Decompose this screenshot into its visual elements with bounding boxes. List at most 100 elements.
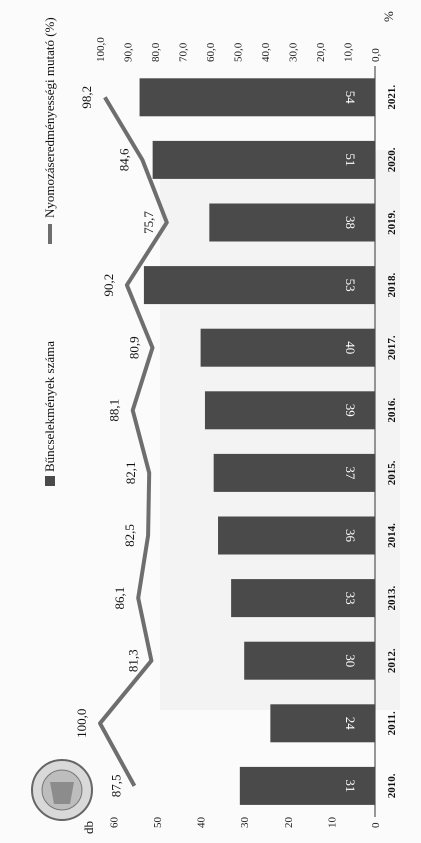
category-label: 2014. <box>386 523 398 548</box>
line-point-label: 87,5 <box>108 775 123 798</box>
category-label: 2015. <box>386 460 398 485</box>
police-emblem-logo <box>31 759 93 821</box>
category-label: 2020. <box>386 147 398 172</box>
category-label-group: 2020. <box>386 147 398 172</box>
bar-value-label: 30 <box>343 654 358 667</box>
line-label-group: 81,3 <box>125 649 140 672</box>
line-label-group: 86,1 <box>112 587 127 610</box>
category-label-group: 2015. <box>386 460 398 485</box>
line-point-label: 80,9 <box>127 336 142 359</box>
line-label-group: 82,5 <box>122 524 137 547</box>
bar-2016 <box>204 391 375 430</box>
category-label-group: 2018. <box>386 272 398 297</box>
category-label: 2013. <box>386 585 398 610</box>
right-axis-tick-label: 50,0 <box>233 42 245 62</box>
left-axis-tick: 50 <box>152 817 164 829</box>
bar-label-group: 39 <box>343 404 358 417</box>
line-point-label: 100,0 <box>74 709 89 738</box>
right-axis-tick: 90,0 <box>123 42 135 62</box>
category-label-group: 2019. <box>386 210 398 235</box>
bar-label-group: 40 <box>343 341 358 354</box>
left-axis-tick-label: 10 <box>326 817 338 829</box>
right-axis-tick-label: 30,0 <box>288 42 300 62</box>
bar-label-group: 51 <box>343 153 358 166</box>
bar-2013 <box>231 579 375 618</box>
line-point-label: 98,2 <box>79 86 94 109</box>
right-axis-tick-label: 70,0 <box>178 42 190 62</box>
bar-value-label: 54 <box>343 91 358 105</box>
line-label-group: 100,0 <box>74 709 89 738</box>
right-axis-tick: 10,0 <box>343 42 355 62</box>
line-label-group: 87,5 <box>108 775 123 798</box>
left-axis-tick-label: 0 <box>370 822 382 828</box>
bar-2011 <box>270 704 375 743</box>
line-label-group: 82,1 <box>123 462 138 485</box>
right-axis-tick-label: 60,0 <box>205 42 217 62</box>
line-point-label: 90,2 <box>101 274 116 297</box>
left-axis-tick-label: 50 <box>152 817 164 829</box>
left-axis-tick: 10 <box>326 817 338 829</box>
left-axis-tick: 0 <box>370 822 382 828</box>
left-axis-tick-label: 20 <box>283 817 295 829</box>
line-point-label: 88,1 <box>107 399 122 422</box>
left-axis-tick-label: 30 <box>239 817 251 829</box>
right-axis-tick-label: 80,0 <box>150 42 162 62</box>
category-label-group: 2013. <box>386 585 398 610</box>
category-label: 2017. <box>386 335 398 360</box>
right-axis-unit: % <box>381 11 396 22</box>
line-point-label: 75,7 <box>141 211 156 234</box>
category-label: 2011. <box>386 711 398 735</box>
bar-value-label: 36 <box>343 529 358 543</box>
left-axis-unit: db <box>81 821 96 834</box>
bar-label-group: 24 <box>343 717 358 731</box>
category-label-group: 2014. <box>386 523 398 548</box>
category-label-group: 2010. <box>386 773 398 798</box>
category-label: 2012. <box>386 648 398 673</box>
bar-2014 <box>218 516 375 555</box>
bar-label-group: 38 <box>343 216 358 229</box>
right-axis-tick: 100,0 <box>95 37 107 62</box>
legend-label-bar: Bűncselekmények száma <box>42 341 57 472</box>
line-label-group: 88,1 <box>107 399 122 422</box>
bar-value-label: 40 <box>343 341 358 354</box>
category-label-group: 2012. <box>386 648 398 673</box>
line-point-label: 81,3 <box>125 649 140 672</box>
bar-2021 <box>139 78 375 117</box>
left-axis-tick-label: 60 <box>108 817 120 829</box>
left-axis-tick: 40 <box>196 817 208 829</box>
category-label: 2019. <box>386 210 398 235</box>
bar-label-group: 31 <box>343 779 358 792</box>
bar-label-group: 37 <box>343 466 358 480</box>
bar-value-label: 24 <box>343 717 358 731</box>
right-axis-tick-label: 10,0 <box>343 42 355 62</box>
line-label-group: 80,9 <box>127 336 142 359</box>
right-axis-tick: 40,0 <box>260 42 272 62</box>
category-label-group: 2021. <box>386 85 398 110</box>
line-point-label: 84,6 <box>116 148 131 171</box>
right-axis-tick: 30,0 <box>288 42 300 62</box>
right-axis-tick-label: 20,0 <box>315 42 327 62</box>
bar-value-label: 39 <box>343 404 358 417</box>
bar-value-label: 31 <box>343 779 358 792</box>
bar-label-group: 54 <box>343 91 358 105</box>
left-axis-tick: 60 <box>108 817 120 829</box>
left-axis-tick: 30 <box>239 817 251 829</box>
right-axis-tick: 70,0 <box>178 42 190 62</box>
right-axis-tick: 80,0 <box>150 42 162 62</box>
right-axis-tick-label: 40,0 <box>260 42 272 62</box>
category-label: 2016. <box>386 398 398 423</box>
bar-2012 <box>244 641 375 680</box>
left-axis-tick: 20 <box>283 817 295 829</box>
legend-bar-swatch <box>45 476 55 486</box>
line-point-label: 86,1 <box>112 587 127 610</box>
line-label-group: 75,7 <box>141 211 156 234</box>
line-point-label: 82,1 <box>123 462 138 485</box>
bar-value-label: 51 <box>343 153 358 166</box>
bar-value-label: 37 <box>343 466 358 480</box>
bar-label-group: 36 <box>343 529 358 543</box>
line-label-group: 84,6 <box>116 148 131 171</box>
line-label-group: 98,2 <box>79 86 94 109</box>
bar-2018 <box>143 266 375 305</box>
chart-legend: Bűncselekmények száma Nyomozáseredményes… <box>42 17 57 486</box>
right-axis-tick: 0,0 <box>370 48 382 62</box>
